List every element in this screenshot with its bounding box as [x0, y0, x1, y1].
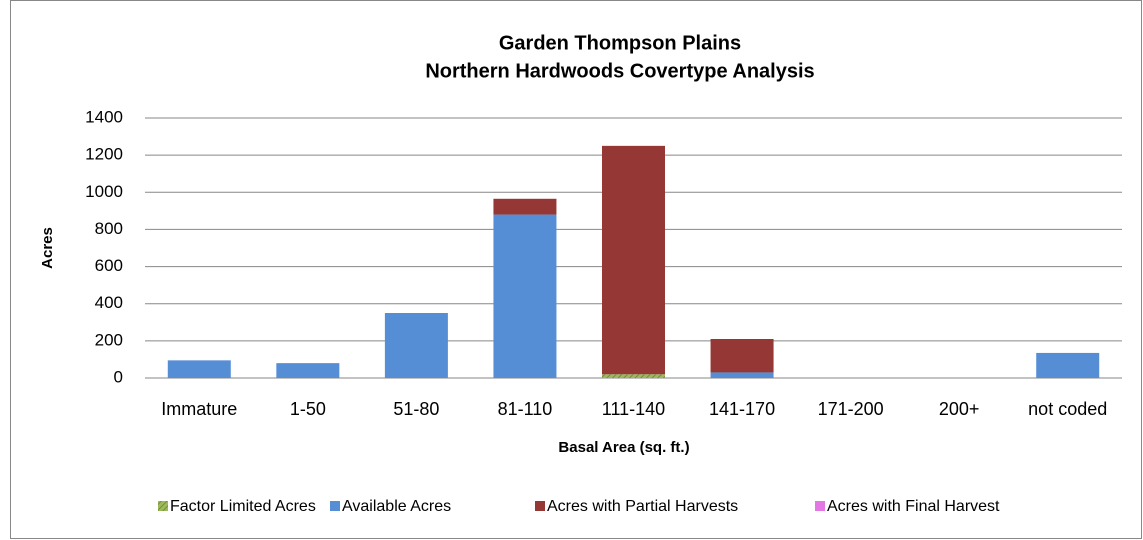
- legend-label: Factor Limited Acres: [170, 498, 316, 515]
- y-tick-label: 200: [95, 330, 123, 349]
- y-tick-label: 400: [95, 293, 123, 312]
- bar-segment: [602, 145, 665, 375]
- y-tick-label: 800: [95, 219, 123, 238]
- x-tick-label: 111-140: [602, 399, 665, 419]
- bar-segment: [602, 374, 665, 378]
- x-tick-label: Immature: [161, 399, 237, 419]
- bar-segment: [384, 313, 448, 378]
- y-tick-label: 0: [114, 367, 123, 386]
- bar-segment: [710, 339, 774, 373]
- y-tick-label: 1000: [85, 182, 123, 201]
- y-tick-label: 1400: [85, 107, 123, 126]
- legend-label: Acres with Final Harvest: [827, 498, 1000, 515]
- chart-subtitle: Northern Hardwoods Covertype Analysis: [425, 60, 814, 82]
- bar-segment: [493, 214, 557, 378]
- x-tick-label: 81-110: [498, 399, 553, 419]
- legend-swatch: [158, 501, 168, 511]
- y-axis-title: Acres: [39, 227, 56, 269]
- legend-label: Acres with Partial Harvests: [547, 498, 738, 515]
- x-tick-label: 200+: [939, 399, 980, 419]
- x-tick-label: 171-200: [818, 399, 884, 419]
- chart-title: Garden Thompson Plains: [499, 32, 741, 54]
- y-tick-label: 1200: [85, 145, 123, 164]
- x-tick-label: 141-170: [709, 399, 775, 419]
- x-tick-label: 51-80: [393, 399, 439, 419]
- x-tick-label: 1-50: [290, 399, 326, 419]
- legend-label: Available Acres: [342, 498, 451, 515]
- bar-segment: [276, 363, 340, 378]
- chart-border: [10, 0, 1142, 539]
- legend-swatch: [330, 501, 340, 511]
- bar-segment: [493, 198, 557, 215]
- x-tick-label: not coded: [1028, 399, 1107, 419]
- x-axis-title: Basal Area (sq. ft.): [558, 439, 689, 456]
- bar-segment: [167, 360, 231, 378]
- legend-swatch: [535, 501, 545, 511]
- y-tick-label: 600: [95, 256, 123, 275]
- bar-segment: [710, 372, 774, 378]
- bar-segment: [1036, 352, 1100, 378]
- legend-swatch: [815, 501, 825, 511]
